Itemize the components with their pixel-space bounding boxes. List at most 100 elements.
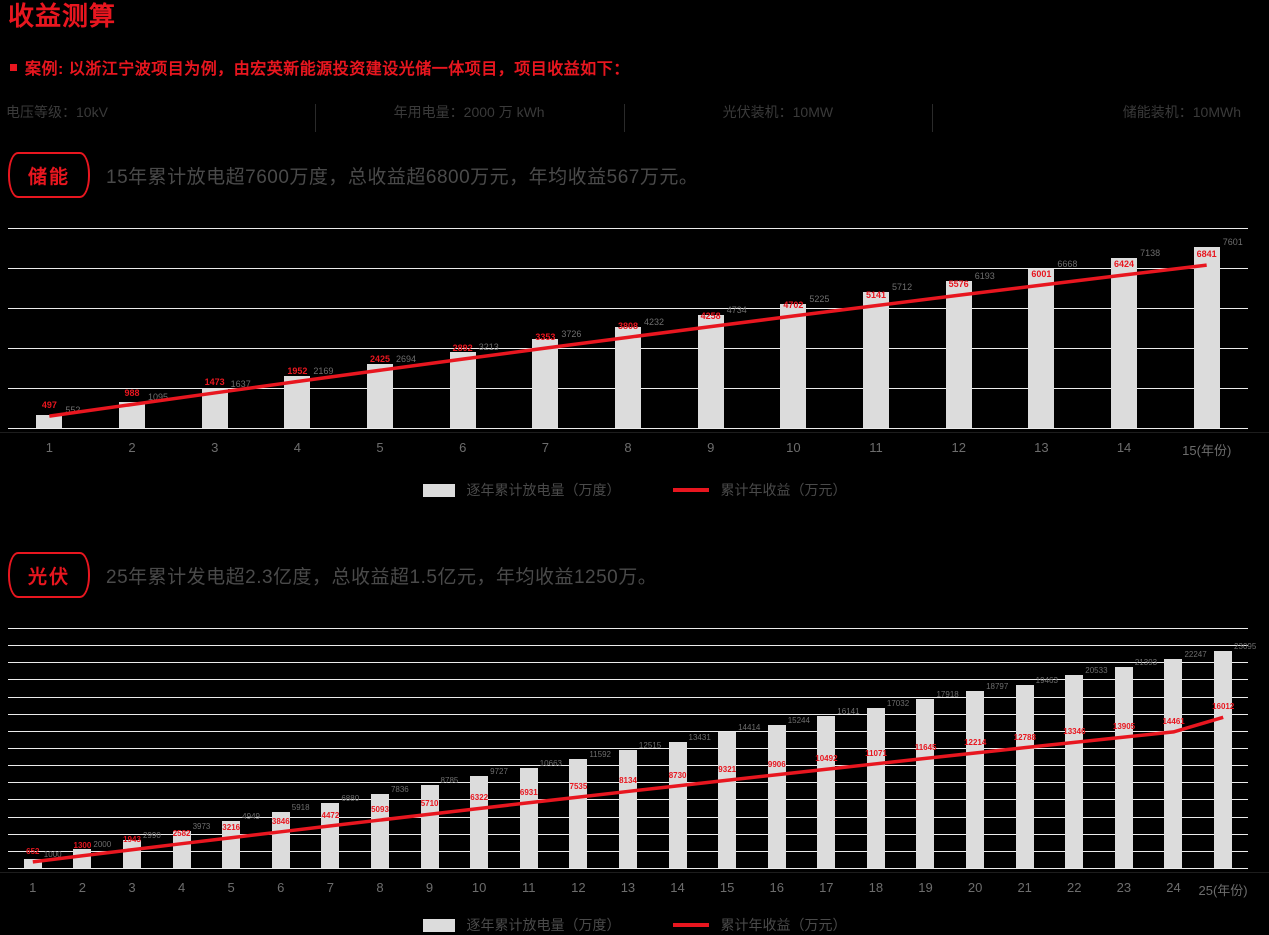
chart-storage: 552 1095 1637 2169 2694 3213 3726 4232 4734 5225 5… <box>8 228 1248 429</box>
page-title: 收益测算 <box>8 1 117 31</box>
line-value-label: 4702 <box>783 300 804 311</box>
chart-storage-plot: 552 1095 1637 2169 2694 3213 3726 4232 4734 5225 5… <box>8 228 1248 429</box>
bar[interactable]: 2990 <box>122 831 161 868</box>
bar[interactable]: 5712 <box>863 282 912 428</box>
bar[interactable]: 552 <box>36 405 80 428</box>
x-axis-tick: 15(年份) <box>1182 443 1232 458</box>
bar-value-label: 14414 <box>738 723 761 733</box>
x-axis-tick: 6 <box>459 440 467 455</box>
badge-storage: 储能 <box>8 152 90 198</box>
bar[interactable]: 10663 <box>519 759 562 868</box>
bar-value-label: 6668 <box>1057 259 1078 270</box>
bar-value-label: 5918 <box>291 803 310 813</box>
bar[interactable]: 6193 <box>945 271 995 428</box>
chart-pv-plot: 1000 2000 2990 3973 4949 5918 6880 7836 8785 9727… <box>8 628 1256 869</box>
line-value-label: 14461 <box>1162 716 1185 726</box>
bar-slot: 5225 <box>752 228 835 428</box>
x-axis-tick: 5 <box>227 880 235 895</box>
line-value-label: 2425 <box>369 354 391 365</box>
bar[interactable]: 2169 <box>284 366 333 428</box>
legend-line-label-pv: 累计年收益（万元） <box>720 917 847 933</box>
line-value-label: 1473 <box>204 376 225 387</box>
bar-value-label: 7601 <box>1222 237 1243 248</box>
chart-pv: 1000 2000 2990 3973 4949 5918 6880 7836 8785 9727… <box>8 628 1256 869</box>
line-value-label: 9321 <box>718 765 737 775</box>
bar-value-label: 10663 <box>539 758 562 768</box>
spec-annual-usage: 年用电量：2000 万 kWh <box>314 102 624 132</box>
bar[interactable]: 17918 <box>916 690 959 868</box>
bar[interactable]: 5918 <box>271 803 310 868</box>
bar-value-label: 3213 <box>478 341 499 352</box>
x-axis-tick: 14 <box>1116 440 1132 455</box>
bar[interactable]: 6880 <box>321 794 359 868</box>
bar[interactable]: 9727 <box>470 767 508 868</box>
bar-value-label: 7138 <box>1140 248 1161 259</box>
x-axis-tick: 8 <box>376 880 384 895</box>
bar[interactable]: 7836 <box>370 785 409 868</box>
spec-strip: 电压等级：10kV 年用电量：2000 万 kWh 光伏装机：10MW 储能装机… <box>0 95 1269 132</box>
bar[interactable]: 4232 <box>615 317 664 428</box>
bar[interactable]: 20533 <box>1065 666 1108 868</box>
chart-pv-axis-line <box>0 872 1269 873</box>
bar[interactable]: 3726 <box>532 329 581 428</box>
bar[interactable]: 7138 <box>1111 248 1160 428</box>
line-value-label: 1952 <box>287 365 308 376</box>
bar[interactable]: 15244 <box>767 716 810 868</box>
bar[interactable]: 16141 <box>817 707 860 868</box>
bar[interactable]: 18797 <box>966 682 1008 868</box>
bar-value-label: 19463 <box>1035 675 1058 685</box>
bar[interactable]: 19463 <box>1015 676 1058 868</box>
bar[interactable]: 17032 <box>866 699 909 868</box>
bar[interactable]: 4734 <box>697 305 747 428</box>
x-axis-tick: 19 <box>918 880 933 895</box>
bar-slot: 13431 <box>653 628 711 868</box>
bar[interactable]: 8785 <box>420 776 458 868</box>
cumulative-revenue-line <box>32 715 1224 864</box>
bar-value-label: 21393 <box>1134 657 1158 667</box>
bar[interactable]: 13431 <box>668 733 711 868</box>
line-value-label: 6931 <box>519 787 538 797</box>
bar-value-label: 552 <box>65 404 81 415</box>
bar[interactable]: 4949 <box>222 812 260 868</box>
line-value-label: 4472 <box>321 810 340 820</box>
bar[interactable]: 12515 <box>618 741 661 868</box>
x-axis-tick: 8 <box>624 440 632 455</box>
bar[interactable]: 3973 <box>172 822 210 868</box>
bar[interactable]: 3213 <box>449 342 499 428</box>
bar[interactable]: 5225 <box>780 294 829 428</box>
section-description-pv: 25年累计发电超2.3亿度，总收益超1.5亿元，年均收益1250万。 <box>106 566 658 588</box>
bar[interactable]: 2694 <box>367 354 416 428</box>
bar-value-label: 3973 <box>192 821 211 831</box>
line-value-label: 5141 <box>865 289 887 300</box>
bar[interactable]: 23095 <box>1214 642 1256 868</box>
bar-value-label: 16141 <box>837 707 860 717</box>
bar[interactable]: 1000 <box>23 850 62 868</box>
line-value-label: 4258 <box>700 310 721 321</box>
bullet-square-icon <box>10 63 17 71</box>
legend-line-swatch-icon <box>672 923 709 927</box>
gridline <box>8 696 1248 698</box>
bar-slot: 11592 <box>554 628 611 868</box>
legend-item-line-pv: 累计年收益（万元） <box>672 915 847 935</box>
line-value-label: 3353 <box>535 332 556 343</box>
legend-bar-label-storage: 逐年累计放电量（万度） <box>466 482 621 498</box>
bar[interactable]: 11592 <box>569 750 611 868</box>
bar-slot: 4949 <box>206 628 260 868</box>
bar-value-label: 1000 <box>43 849 62 859</box>
bar-slot: 6193 <box>917 228 1000 428</box>
bar[interactable]: 22247 <box>1164 650 1207 868</box>
bar[interactable]: 6668 <box>1028 259 1077 428</box>
x-axis-tick: 23 <box>1116 880 1132 895</box>
bar[interactable]: 14414 <box>718 723 760 868</box>
bar-slot: 19463 <box>1000 628 1058 868</box>
line-value-label: 8730 <box>668 770 687 780</box>
bar-slot: 6880 <box>306 628 359 868</box>
bar-value-label: 15244 <box>787 715 810 725</box>
bar-value-label: 3726 <box>561 329 582 340</box>
bar-value-label: 4734 <box>726 305 747 316</box>
bar[interactable]: 7601 <box>1193 237 1243 428</box>
bar-slot: 8785 <box>405 628 458 868</box>
chart-storage-xaxis: 1 2 3 4 5 6 7 8 9 10 11 12 13 14 15(年份) <box>8 440 1248 459</box>
bar-slot: 7601 <box>1165 228 1248 428</box>
bar[interactable]: 21393 <box>1114 658 1157 868</box>
